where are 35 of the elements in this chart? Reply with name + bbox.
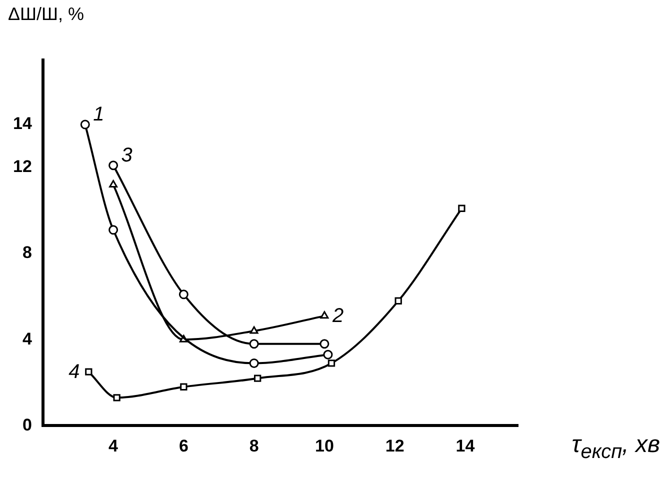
point [254,374,262,382]
point [85,368,92,376]
point [394,297,402,304]
series-label: 4 [68,360,80,383]
y-tick-label: 12 [12,157,32,176]
x-axis-title: τ$_{експ}$, хв [572,431,660,464]
y-tick-label: 14 [12,114,32,134]
point [323,350,333,360]
point [249,358,259,368]
x-tick-label: 14 [456,436,476,456]
x-tick-label: 8 [249,436,259,456]
point [108,225,118,235]
point [80,120,90,130]
point [113,394,120,402]
point [249,339,259,349]
point [458,204,466,212]
point [328,360,336,367]
series-label: 2 [331,304,344,327]
point [178,290,188,300]
series-label: 3 [121,144,132,166]
point [320,339,330,349]
point [109,180,118,188]
x-tick-label: 12 [385,436,404,456]
x-tick-label: 6 [178,436,188,456]
y-tick-label: 4 [22,329,32,348]
point [320,311,329,319]
y-tick-label: 8 [22,243,32,262]
x-tick-label: 10 [314,436,334,456]
point [250,326,258,334]
y-tick-label: 0 [22,415,32,434]
point [180,383,188,390]
point [108,160,118,170]
series-label: 1 [93,104,104,126]
x-tick-label: 4 [108,436,119,456]
y-axis-title: ΔШ/Ш, % [8,4,84,25]
